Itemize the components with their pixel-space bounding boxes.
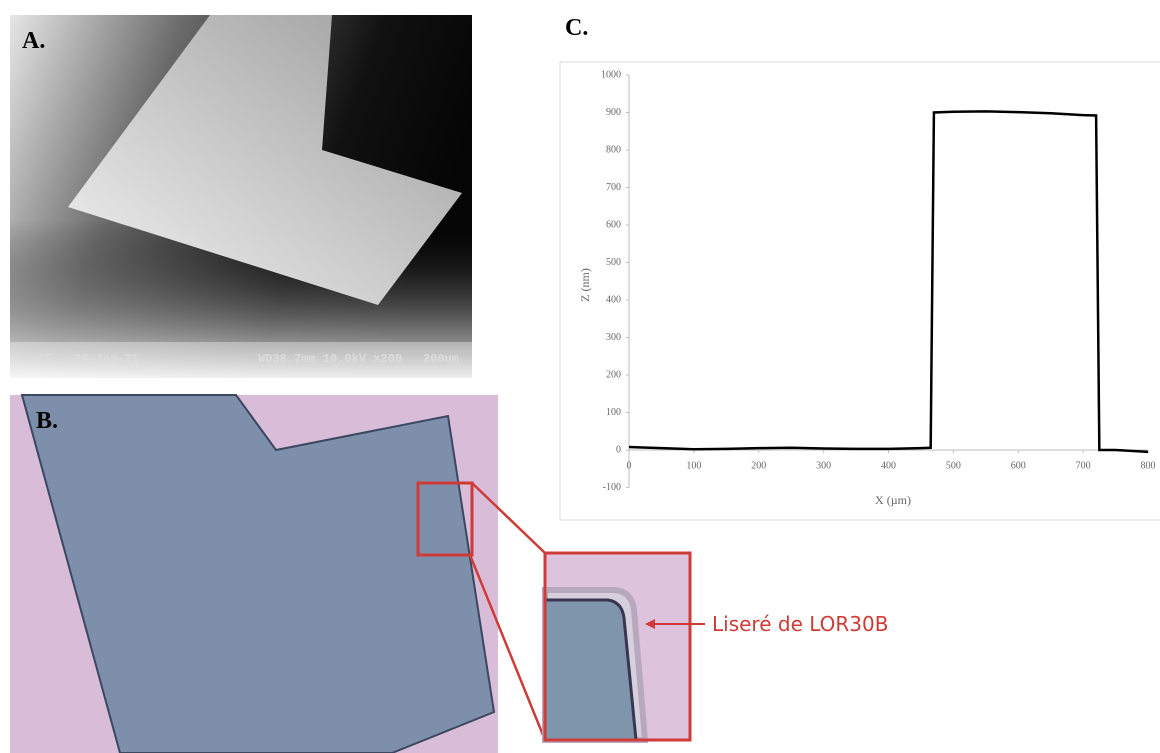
y-tick-label: 400 [606, 294, 621, 305]
y-tick-label: 800 [606, 144, 621, 155]
x-tick-label: 700 [1076, 460, 1091, 471]
x-tick-label: 800 [1141, 460, 1156, 471]
x-tick-label: 400 [881, 460, 896, 471]
y-tick-label: -100 [603, 482, 621, 493]
y-tick-label: 500 [606, 257, 621, 268]
chart-frame [559, 61, 1160, 521]
sem-image [10, 15, 472, 378]
optical-image [10, 394, 498, 753]
y-tick-label: 100 [606, 407, 621, 418]
sem-info: SE 26-Jan-21 [38, 352, 139, 366]
y-tick-label: 900 [606, 107, 621, 118]
zoom-line [468, 554, 547, 741]
y-tick-label: 700 [606, 182, 621, 193]
sem-info: WD38.7mm 10.0kV x200 [258, 352, 402, 366]
x-tick-label: 600 [1011, 460, 1026, 471]
y-tick-label: 1000 [601, 69, 621, 80]
x-tick-label: 0 [627, 460, 632, 471]
y-tick-label: 200 [606, 369, 621, 380]
chart-title: C. [565, 15, 588, 41]
panel-label: A. [22, 28, 45, 54]
y-tick-label: 0 [616, 444, 621, 455]
zoom-box [416, 481, 474, 557]
x-axis-label: X (µm) [875, 493, 911, 507]
panel-label: B. [36, 408, 58, 434]
y-tick-label: 600 [606, 219, 621, 230]
sem-scale: 200um [423, 352, 459, 366]
x-tick-label: 500 [946, 460, 961, 471]
zoom-line [471, 482, 546, 554]
annotation: Liseré de LOR30B [712, 612, 888, 636]
profile-line [628, 110, 1149, 454]
x-tick-label: 100 [686, 460, 701, 471]
y-tick-label: 300 [606, 332, 621, 343]
annotation-arrow [645, 619, 655, 629]
x-tick-label: 300 [816, 460, 831, 471]
zoom-inset [542, 551, 692, 743]
y-axis-label: Z (nm) [578, 268, 592, 302]
x-tick-label: 200 [751, 460, 766, 471]
